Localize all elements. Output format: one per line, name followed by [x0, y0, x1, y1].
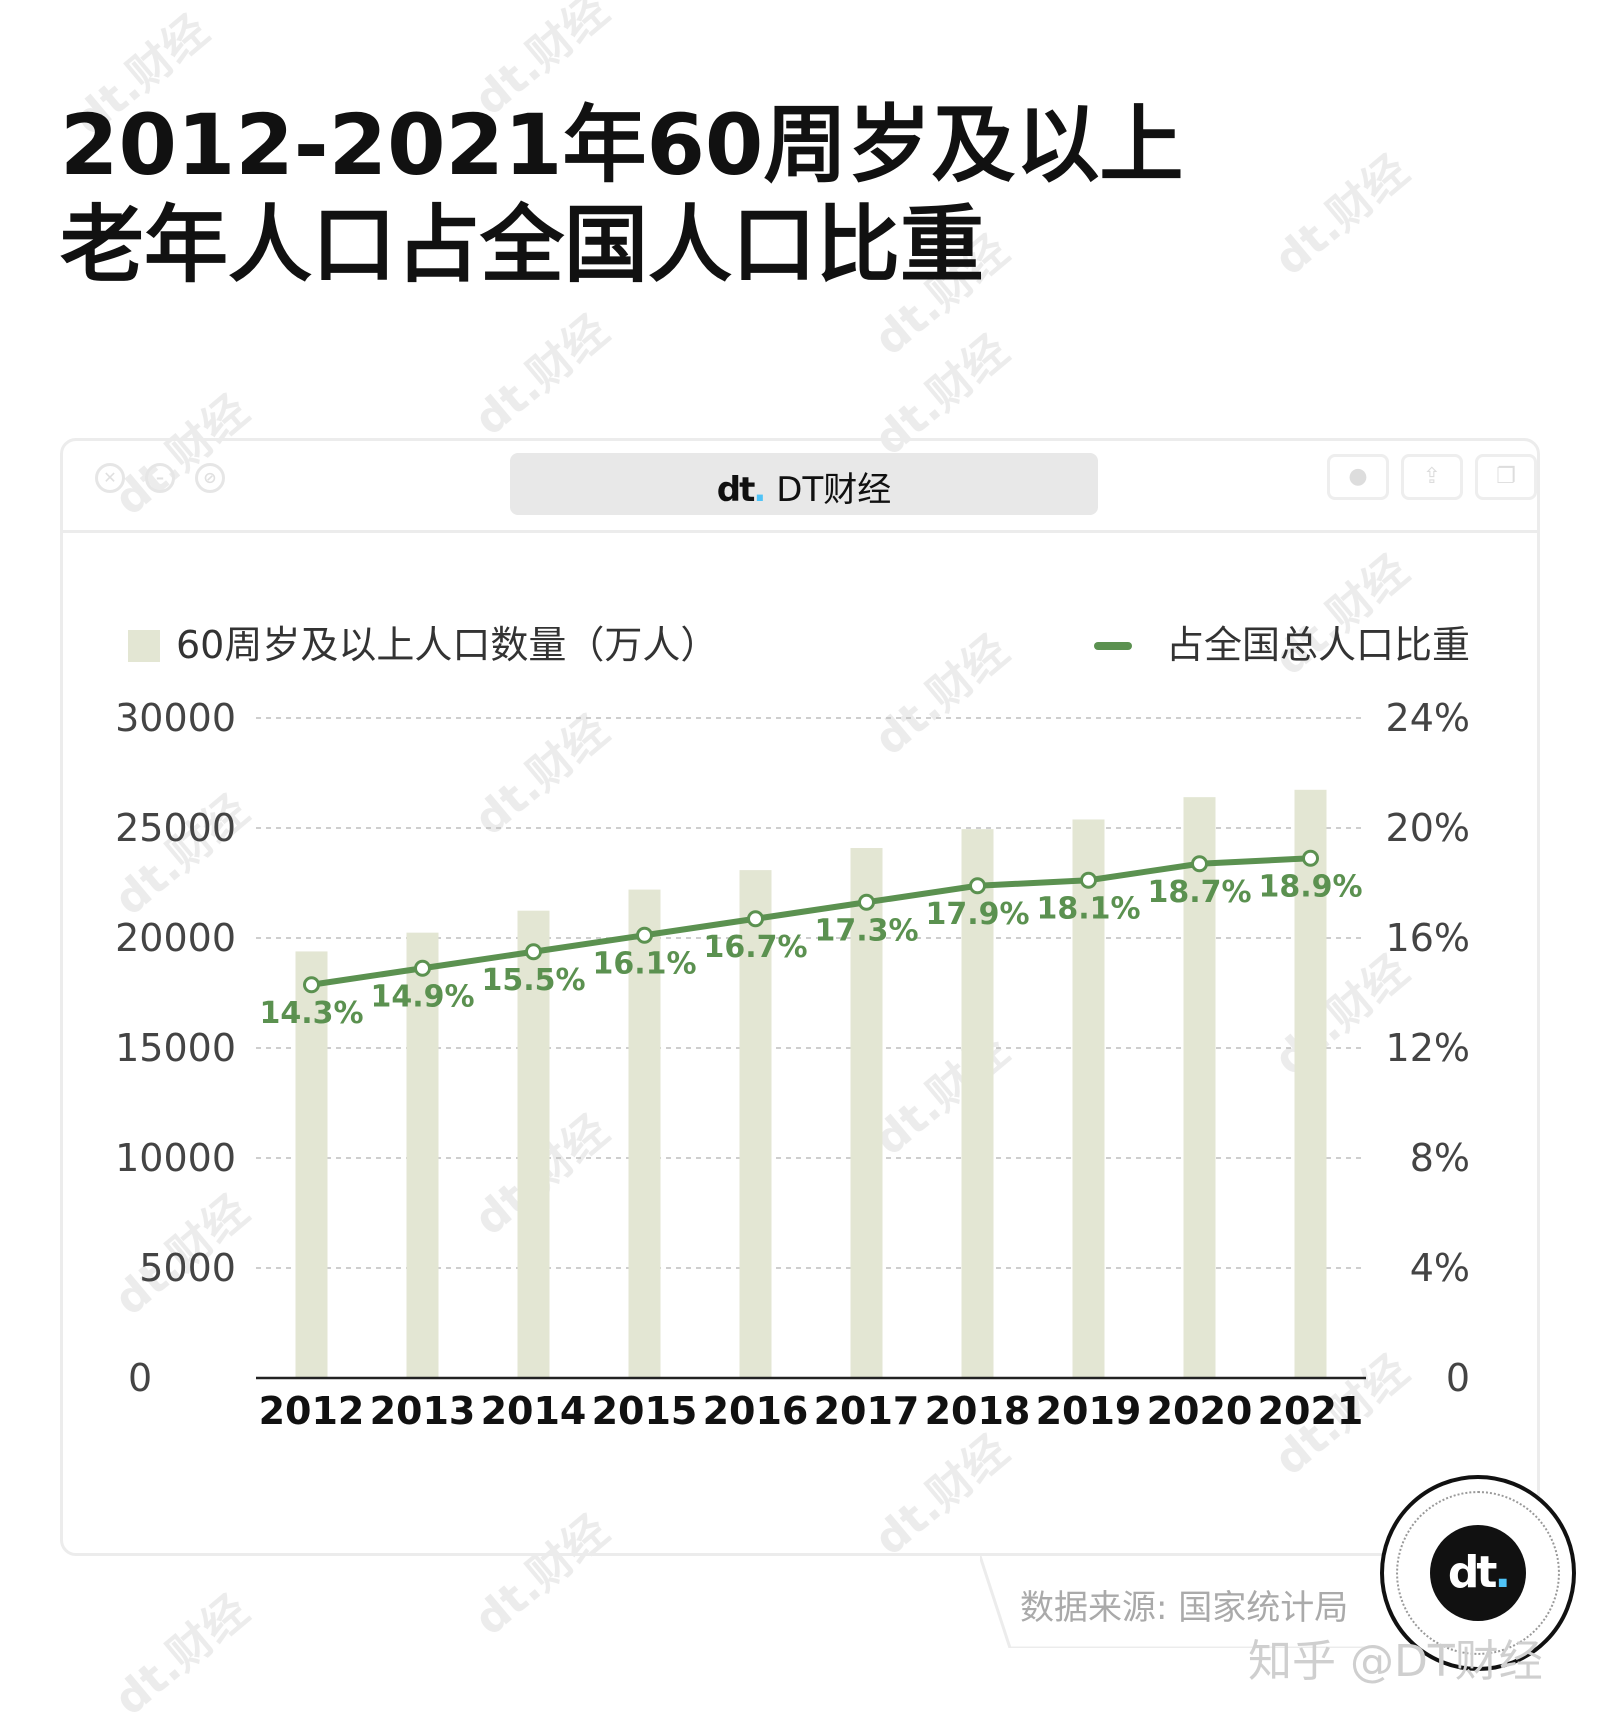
y-axis-right: 0 4% 8% 12% 16% 20% 24% [1386, 696, 1470, 1400]
y-left-tick-label: 0 [128, 1356, 152, 1400]
brand-label: dt. DT财经 [717, 462, 891, 511]
line-point [525, 943, 542, 961]
bar [406, 932, 439, 1378]
y-right-tick-label: 4% [1410, 1246, 1470, 1290]
line-point [858, 893, 875, 911]
data-label: 14.9% [370, 979, 474, 1014]
y-right-tick-label: 20% [1386, 806, 1470, 850]
data-source: 数据来源: 国家统计局 [1020, 1588, 1349, 1628]
window-title-bar: ✕ – ⊘ dt. DT财经 ● ⇪ ❐ [63, 441, 1537, 533]
data-label: 18.9% [1258, 869, 1362, 904]
close-icon[interactable]: ✕ [95, 463, 125, 493]
data-label: 16.7% [703, 930, 807, 965]
line-series: 14.3% 14.9% 15.5% 16.1% 16.7% 17.3% 17.9% 18.1%… [259, 849, 1363, 1031]
line-point [1191, 855, 1208, 873]
y-left-tick-label: 10000 [115, 1136, 236, 1180]
data-label: 14.3% [259, 996, 363, 1031]
x-tick-label: 2013 [370, 1389, 476, 1433]
x-tick-label: 2017 [814, 1389, 920, 1433]
title-line-1: 2012-2021年60周岁及以上 [60, 96, 1184, 194]
y-left-tick-label: 15000 [115, 1026, 236, 1070]
dt-badge: dt. [1380, 1475, 1576, 1671]
chart-legend: 60周岁及以上人口数量（万人） 占全国总人口比重 [128, 623, 1470, 667]
bar [517, 910, 550, 1378]
copy-window-icon[interactable]: ❐ [1475, 454, 1537, 500]
data-label: 18.7% [1147, 875, 1251, 910]
legend-line-swatch [1094, 642, 1132, 650]
data-label: 16.1% [592, 946, 696, 981]
bar [850, 848, 883, 1378]
x-tick-label: 2015 [592, 1389, 698, 1433]
data-label: 15.5% [481, 963, 585, 998]
bar [628, 889, 661, 1378]
data-label: 17.9% [925, 897, 1029, 932]
line-point [1302, 849, 1319, 867]
line-point [414, 959, 431, 977]
x-axis: 2012 2013 2014 2015 2016 2017 2018 2019 2020 2021 [259, 1389, 1364, 1433]
bar [295, 951, 328, 1378]
y-right-tick-label: 0 [1446, 1356, 1470, 1400]
line-point [1080, 871, 1097, 889]
page-title: 2012-2021年60周岁及以上 老年人口占全国人口比重 [60, 95, 1260, 295]
zhihu-watermark: 知乎 @DT财经 [1248, 1636, 1543, 1687]
y-right-tick-label: 24% [1386, 696, 1470, 740]
bar [1183, 797, 1216, 1378]
data-label: 18.1% [1036, 891, 1140, 926]
series-line [311, 855, 1311, 988]
line-point [303, 976, 320, 994]
y-left-tick-label: 5000 [139, 1246, 236, 1290]
bar-series [295, 789, 1327, 1378]
legend-bar-swatch [128, 630, 160, 662]
line-point [969, 877, 986, 895]
address-bar: dt. DT财经 [510, 453, 1098, 515]
bar [961, 829, 994, 1378]
x-tick-label: 2019 [1036, 1389, 1142, 1433]
bar [1294, 789, 1327, 1378]
line-point [747, 910, 764, 928]
bar [739, 870, 772, 1378]
badge-ring [1396, 1491, 1560, 1655]
badge-logo-icon: dt. [1430, 1525, 1526, 1621]
x-tick-label: 2012 [259, 1389, 365, 1433]
x-tick-label: 2018 [925, 1389, 1031, 1433]
y-left-tick-label: 20000 [115, 916, 236, 960]
y-right-tick-label: 12% [1386, 1026, 1470, 1070]
browser-window-frame: ✕ – ⊘ dt. DT财经 ● ⇪ ❐ [60, 438, 1540, 1556]
bar [1072, 819, 1105, 1378]
brand-name: DT财经 [776, 470, 892, 510]
brand-logo-icon: dt. [716, 470, 767, 510]
legend-line-label: 占全国总人口比重 [1166, 623, 1470, 667]
record-icon[interactable]: ● [1327, 454, 1389, 500]
block-icon[interactable]: ⊘ [195, 463, 225, 493]
line-point [636, 926, 653, 944]
y-left-tick-label: 30000 [115, 696, 236, 740]
x-tick-label: 2021 [1258, 1389, 1364, 1433]
y-right-tick-label: 16% [1386, 916, 1470, 960]
legend-bar-label: 60周岁及以上人口数量（万人） [176, 623, 718, 667]
x-tick-label: 2020 [1147, 1389, 1253, 1433]
share-icon[interactable]: ⇪ [1401, 454, 1463, 500]
y-right-tick-label: 8% [1410, 1136, 1470, 1180]
x-tick-label: 2014 [481, 1389, 587, 1433]
data-label: 17.3% [814, 913, 918, 948]
minimize-icon[interactable]: – [145, 463, 175, 493]
y-left-tick-label: 25000 [115, 806, 236, 850]
x-tick-label: 2016 [703, 1389, 809, 1433]
title-line-2: 老年人口占全国人口比重 [60, 196, 985, 294]
y-axis-left: 0 5000 10000 15000 20000 25000 30000 [115, 696, 236, 1400]
source-tab-shape [980, 1556, 1380, 1648]
chart-grid [256, 717, 1366, 1269]
